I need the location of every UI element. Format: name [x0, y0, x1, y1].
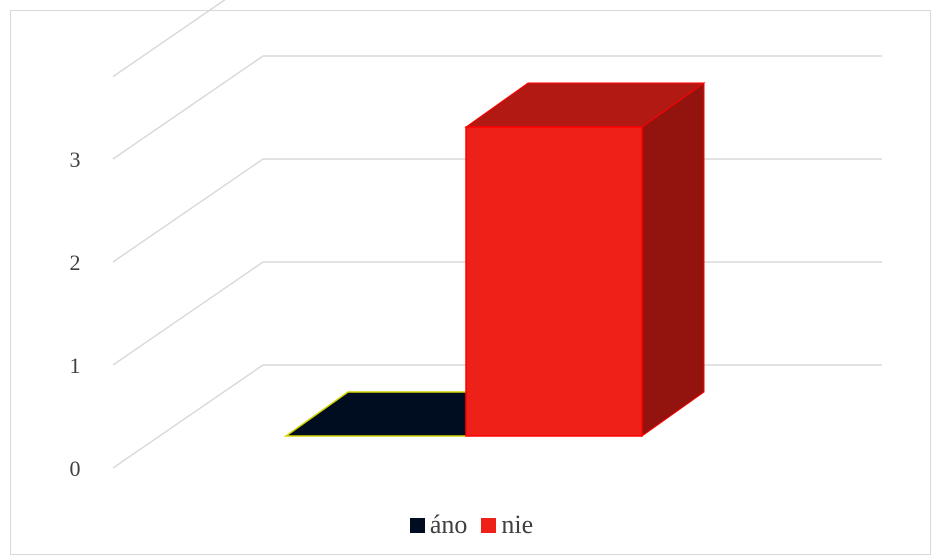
- y-tick-label-2: 2: [70, 250, 81, 275]
- bar-front-1: [465, 126, 643, 437]
- y-tick-label-3: 3: [70, 147, 81, 172]
- y-tick-label-0: 0: [70, 456, 81, 481]
- gridline-side-0: [112, 364, 264, 469]
- bar-1: [464, 82, 706, 437]
- bar-side-1: [641, 82, 705, 437]
- y-tick-label-1: 1: [70, 353, 81, 378]
- gridline-side-3: [112, 55, 264, 160]
- legend: áno nie: [0, 508, 943, 542]
- legend-entry-ano: áno: [409, 510, 468, 540]
- legend-label-ano: áno: [429, 510, 468, 539]
- bars: [283, 82, 706, 437]
- y-axis-ticks: 0 1 2 3: [70, 147, 81, 481]
- legend-entry-nie: nie: [481, 510, 533, 540]
- gridline-side-1: [112, 261, 264, 366]
- legend-swatch-nie: [481, 517, 497, 533]
- gridline-side-top: [112, 0, 226, 78]
- legend-swatch-ano: [409, 517, 425, 533]
- gridline-side-2: [112, 158, 264, 263]
- legend-label-nie: nie: [501, 510, 534, 539]
